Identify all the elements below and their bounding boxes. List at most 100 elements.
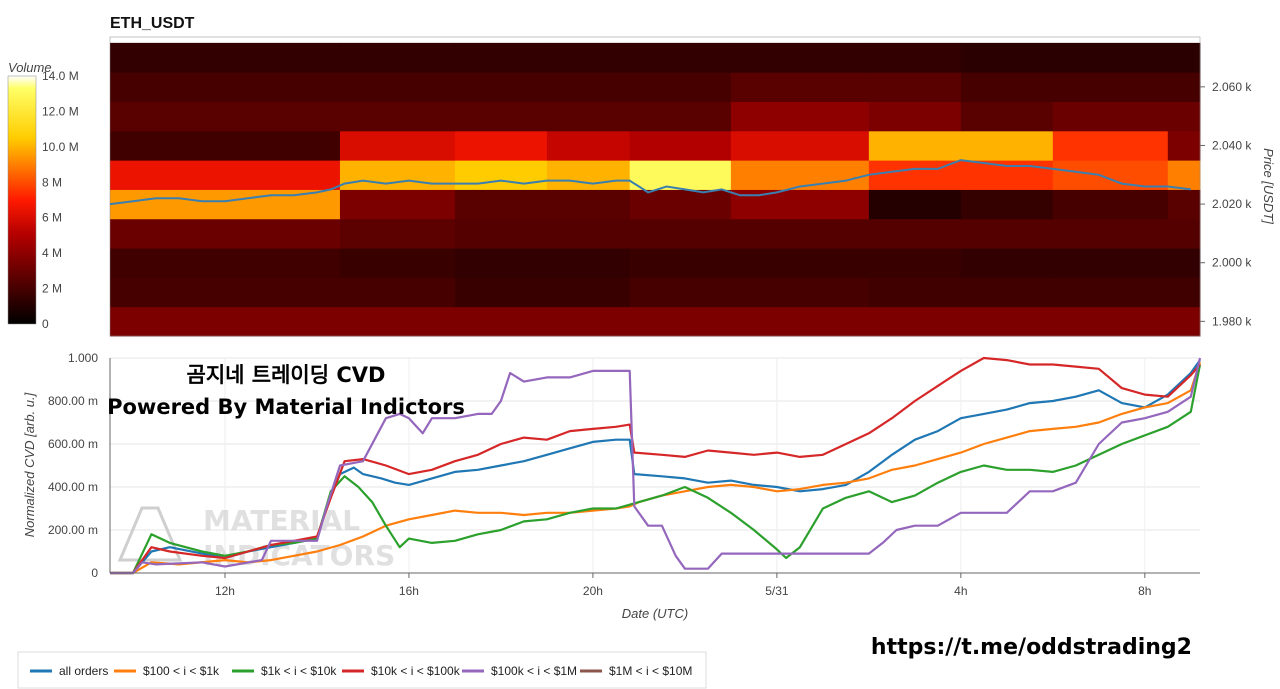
heatmap-cell [960, 248, 1054, 278]
heatmap-cell [454, 189, 548, 220]
overlay-title: 곰지네 트레이딩 CVD [187, 363, 386, 387]
cvd-series-line [110, 357, 1202, 575]
heatmap-cell [730, 306, 870, 337]
heatmap-cell [339, 42, 456, 73]
heatmap-cell [546, 306, 631, 337]
legend-label[interactable]: $100k < i < $1M [491, 664, 577, 678]
cvd-y-tick-label: 800.00 m [48, 394, 98, 408]
flask-icon [117, 506, 183, 562]
heatmap-cell [339, 189, 456, 220]
heatmap-cell [454, 306, 548, 337]
heatmap-cell [339, 218, 456, 249]
heatmap-cell [339, 306, 456, 337]
heatmap-cell [868, 277, 962, 308]
heatmap-cell [339, 101, 456, 132]
heatmap-cell [1052, 277, 1169, 308]
legend-label[interactable]: $1k < i < $10k [261, 664, 337, 678]
heatmap-cell [1052, 218, 1169, 249]
colorbar-tick-label: 12.0 M [42, 104, 79, 118]
heatmap-cell [629, 42, 732, 73]
heatmap-cell [546, 189, 631, 220]
heatmap-cell [1167, 248, 1201, 278]
cvd-series-lines [110, 356, 1202, 575]
heatmap-cell [730, 248, 870, 278]
cvd-series-line [110, 356, 1201, 575]
heatmap-cell [110, 160, 341, 190]
cvd-x-tick-label: 12h [215, 584, 235, 598]
legend: all orders $100 < i < $1k $1k < i < $10k $1… [30, 664, 692, 678]
heatmap-cell [868, 72, 962, 102]
cvd-x-axis-label: Date (UTC) [622, 606, 688, 621]
heatmap-cell [960, 306, 1054, 337]
legend-label[interactable]: $1M < i < $10M [609, 664, 692, 678]
heatmap-cell [339, 248, 456, 278]
heatmap-cell [1167, 218, 1201, 249]
heatmap-cell [868, 189, 962, 220]
cvd-y-tick-label: 600.00 m [48, 437, 98, 451]
cvd-y-axis-label: Normalized CVD [arb. u.] [22, 392, 37, 537]
colorbar [7, 75, 37, 325]
heatmap-cell [868, 130, 962, 161]
heatmap-cell [629, 248, 732, 278]
heatmap-cell [454, 42, 548, 73]
heatmap-cell [629, 277, 732, 308]
heatmap-cell [546, 130, 631, 161]
heatmap-cell [454, 160, 548, 190]
colorbar-tick-label: 14.0 M [42, 69, 79, 83]
watermark-line1: MATERIAL [203, 504, 360, 537]
heatmap-price-axis: 1.980 k 2.000 k 2.020 k 2.040 k 2.060 k [1200, 80, 1252, 328]
heatmap-cell [454, 72, 548, 102]
colorbar-tick-label: 6 M [42, 211, 62, 225]
colorbar-tick-label: 8 M [42, 175, 62, 189]
legend-label[interactable]: all orders [59, 664, 108, 678]
price-tick-label: 1.980 k [1212, 314, 1252, 328]
heatmap-cell [110, 72, 341, 102]
colorbar-tick-label: 2 M [42, 282, 62, 296]
heatmap-cell [1052, 101, 1169, 132]
heatmap-cell [868, 218, 962, 249]
heatmap-cell [454, 130, 548, 161]
heatmap-cell [1052, 189, 1169, 220]
heatmap-cell [960, 42, 1054, 73]
price-tick-label: 2.060 k [1212, 80, 1252, 94]
heatmap-cell [960, 101, 1054, 132]
cvd-x-tick-label: 5/31 [765, 584, 789, 598]
heatmap-cell [110, 42, 341, 73]
heatmap-cell [454, 248, 548, 278]
heatmap-cell [730, 218, 870, 249]
heatmap-cell [1052, 130, 1169, 161]
cvd-x-tick-label: 8h [1138, 584, 1151, 598]
heatmap-cell [1167, 306, 1201, 337]
heatmap-cell [1167, 72, 1201, 102]
price-axis-label: Price [USDT] [1261, 148, 1276, 224]
heatmap-cell [960, 277, 1054, 308]
price-tick-label: 2.000 k [1212, 256, 1252, 270]
legend-label[interactable]: $10k < i < $100k [371, 664, 461, 678]
heatmap-cell [1167, 101, 1201, 132]
heatmap-cell [1167, 277, 1201, 308]
heatmap-cell [546, 248, 631, 278]
heatmap-cell [454, 101, 548, 132]
cvd-x-tick-label: 20h [583, 584, 603, 598]
heatmap-cell [1167, 42, 1201, 73]
heatmap-cell [339, 72, 456, 102]
heatmap-cell [730, 72, 870, 102]
heatmap-cell [1052, 42, 1169, 73]
heatmap-cell [868, 42, 962, 73]
telegram-link[interactable]: https://t.me/oddstrading2 [871, 635, 1192, 660]
price-line [109, 159, 1191, 206]
heatmap-cell [629, 306, 732, 337]
heatmap-cell [960, 218, 1054, 249]
heatmap-cell [110, 248, 341, 278]
price-tick-label: 2.040 k [1212, 138, 1252, 152]
heatmap-cell [546, 218, 631, 249]
heatmap-cells [110, 42, 1201, 337]
cvd-y-tick-label: 0 [91, 566, 98, 580]
heatmap-cell [730, 130, 870, 161]
legend-label[interactable]: $100 < i < $1k [143, 664, 220, 678]
heatmap-cell [868, 306, 962, 337]
heatmap-cell [960, 130, 1054, 161]
colorbar-tick-label: 4 M [42, 246, 62, 260]
heatmap-cell [730, 101, 870, 132]
